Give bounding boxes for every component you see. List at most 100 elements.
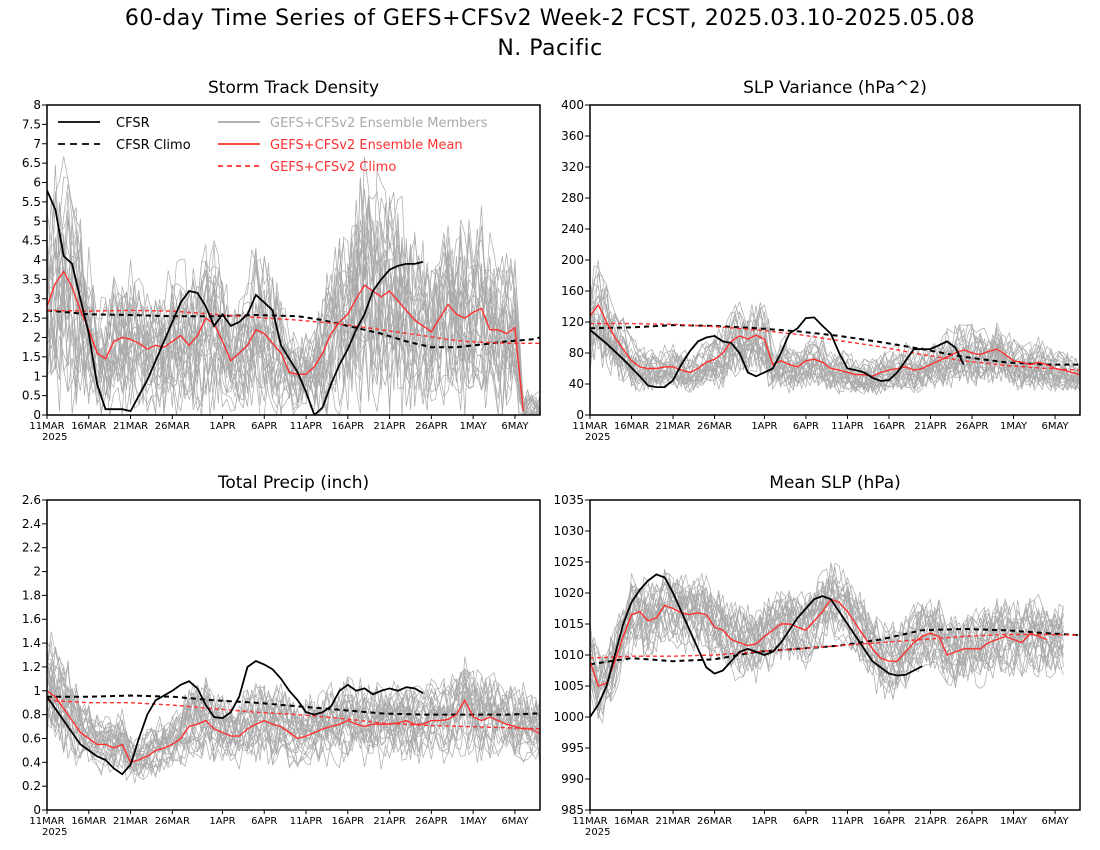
y-tick-label-p1: 3.5 (22, 272, 41, 286)
y-tick-label-p1: 2.5 (22, 311, 41, 325)
y-tick-label-p4: 1010 (553, 648, 584, 662)
x-tick-label-p2: 1MAY (1000, 421, 1028, 432)
x-tick-label-p3: 6MAY (501, 816, 529, 827)
y-tick-label-p1: 0 (33, 408, 41, 422)
ensemble-members-p1 (47, 156, 540, 415)
y-tick-label-p4: 990 (561, 772, 584, 786)
cfsr-line-p4 (590, 573, 923, 718)
legend-label-4: GEFS+CFSv2 Climo (270, 160, 396, 175)
ensemble-member-line-p4 (590, 610, 1064, 725)
x-tick-label-p1: 16APR (332, 421, 365, 432)
x-tick-label-p2: 26APR (956, 421, 989, 432)
x-tick-label-p3: 16MAR (71, 816, 106, 827)
y-tick-label-p4: 1020 (553, 586, 584, 600)
ensemble-member-line-p4 (590, 562, 1064, 676)
y-tick-label-p2: 240 (561, 222, 584, 236)
y-tick-label-p3: 0.6 (22, 731, 41, 745)
ensemble-member-line-p3 (47, 646, 540, 750)
x-tick-label-p1: 1APR (209, 421, 235, 432)
ensemble-member-line-p1 (47, 260, 540, 415)
x-tick-label-p1: 11MAR (29, 421, 64, 432)
y-tick-label-p2: 400 (561, 98, 584, 112)
x-tick-label-p1: 6MAY (501, 421, 529, 432)
x-year-label-p1: 2025 (42, 432, 67, 443)
y-tick-label-p3: 1.4 (22, 636, 41, 650)
y-tick-label-p1: 0.5 (22, 389, 41, 403)
x-tick-label-p3: 16APR (332, 816, 365, 827)
x-tick-label-p1: 26APR (415, 421, 448, 432)
y-tick-label-p1: 4 (33, 253, 41, 267)
x-tick-label-p4: 26APR (956, 816, 989, 827)
ensemble-member-line-p1 (47, 298, 540, 415)
x-tick-label-p4: 6MAY (1041, 816, 1069, 827)
y-tick-label-p1: 1.5 (22, 350, 41, 364)
y-tick-label-p2: 0 (576, 408, 584, 422)
x-tick-label-p1: 16MAR (71, 421, 106, 432)
x-tick-label-p1: 26MAR (155, 421, 190, 432)
plot-frame-p1 (46, 104, 541, 416)
y-tick-label-p3: 1.2 (22, 660, 41, 674)
x-year-label-p4: 2025 (585, 827, 610, 838)
ensemble-member-line-p3 (47, 704, 540, 778)
ensemble-mean-line-p2 (590, 303, 1080, 378)
x-tick-label-p2: 6MAY (1041, 421, 1069, 432)
gefs-climo-line-p4 (590, 633, 1080, 659)
x-tick-label-p3: 1APR (209, 816, 235, 827)
figure-subtitle: N. Pacific (497, 36, 603, 61)
x-tick-label-p3: 1MAY (460, 816, 488, 827)
ensemble-member-line-p2 (590, 320, 1080, 392)
y-tick-label-p3: 2.2 (22, 541, 41, 555)
y-tick-label-p3: 0.8 (22, 708, 41, 722)
x-tick-label-p4: 16MAR (614, 816, 649, 827)
x-tick-label-p3: 26MAR (155, 816, 190, 827)
y-tick-label-p3: 1.8 (22, 588, 41, 602)
ensemble-member-line-p2 (590, 307, 1080, 390)
y-tick-label-p1: 8 (33, 98, 41, 112)
x-tick-label-p2: 16APR (873, 421, 906, 432)
y-tick-label-p4: 1035 (553, 493, 584, 507)
x-tick-label-p3: 6APR (251, 816, 277, 827)
y-tick-label-p3: 2.4 (22, 517, 41, 531)
legend-label-0: CFSR (116, 116, 150, 131)
cfsr-climo-line-p1 (47, 309, 540, 349)
x-tick-label-p4: 1APR (751, 816, 777, 827)
x-tick-label-p4: 6APR (793, 816, 819, 827)
y-tick-label-p2: 280 (561, 191, 584, 205)
ensemble-members-p3 (47, 631, 540, 784)
ensemble-member-line-p2 (590, 284, 1080, 387)
ensemble-member-line-p4 (590, 606, 1064, 712)
x-tick-label-p4: 26MAR (697, 816, 732, 827)
cfsr-climo-line-p2 (590, 324, 1080, 366)
panel-title-p2: SLP Variance (hPa^2) (743, 78, 927, 98)
cfsr-line-p1 (47, 189, 424, 415)
gefs-climo-line-p1 (47, 309, 540, 344)
x-tick-label-p3: 11MAR (29, 816, 64, 827)
y-tick-label-p4: 1025 (553, 555, 584, 569)
x-tick-label-p4: 11MAR (572, 816, 607, 827)
y-tick-label-p4: 1015 (553, 617, 584, 631)
panel-title-p3: Total Precip (inch) (217, 473, 369, 493)
plot-frame-p2 (589, 104, 1081, 416)
plot-frame-p4 (589, 499, 1081, 811)
ensemble-member-line-p4 (590, 605, 1064, 711)
y-tick-label-p1: 5 (33, 214, 41, 228)
y-tick-label-p1: 6 (33, 176, 41, 190)
legend-label-2: GEFS+CFSv2 Ensemble Members (270, 116, 488, 131)
y-tick-label-p4: 1000 (553, 710, 584, 724)
y-tick-label-p2: 120 (561, 315, 584, 329)
x-tick-label-p2: 11MAR (572, 421, 607, 432)
x-tick-label-p4: 11APR (831, 816, 864, 827)
y-tick-label-p3: 1 (33, 684, 41, 698)
y-tick-label-p1: 1 (33, 369, 41, 383)
ensemble-member-line-p1 (47, 289, 540, 415)
x-tick-label-p4: 16APR (873, 816, 906, 827)
ensemble-member-line-p2 (590, 265, 1080, 379)
x-tick-label-p2: 11APR (831, 421, 864, 432)
x-tick-label-p2: 1APR (751, 421, 777, 432)
y-tick-label-p3: 0.4 (22, 755, 41, 769)
y-tick-label-p2: 200 (561, 253, 584, 267)
x-tick-label-p4: 21APR (914, 816, 947, 827)
x-tick-label-p2: 26MAR (697, 421, 732, 432)
